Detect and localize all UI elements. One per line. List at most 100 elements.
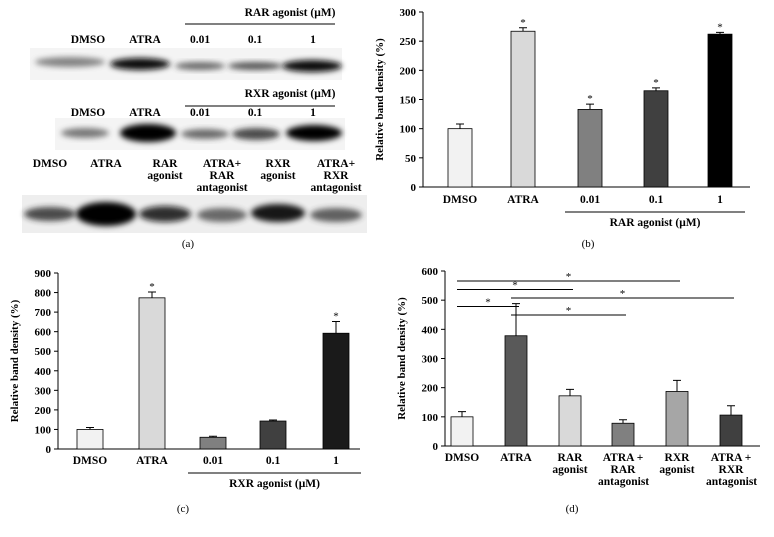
error-bar xyxy=(332,320,340,334)
bar xyxy=(707,33,733,188)
error-bar xyxy=(512,303,520,336)
x-tick-label: RXR agonist xyxy=(659,452,695,476)
y-tick-label: 600 xyxy=(35,327,52,339)
y-tick-label: 500 xyxy=(35,346,52,358)
y-tick-label: 500 xyxy=(422,295,439,307)
x-tick-label: 0.1 xyxy=(648,194,664,206)
y-tick-label: 150 xyxy=(400,95,417,107)
y-tick-label: 100 xyxy=(422,412,439,424)
comparison-marker: * xyxy=(566,305,572,317)
error-bar xyxy=(716,31,724,35)
blot-label: DMSO xyxy=(70,34,106,46)
blot-label: ATRA+ RXR antagonist xyxy=(310,158,362,194)
significance-marker: * xyxy=(333,310,339,322)
blot-label: ATRA xyxy=(90,158,122,170)
y-tick-label: 300 xyxy=(400,7,417,19)
blot-2 xyxy=(55,118,345,150)
x-tick-label: ATRA + RAR antagonist xyxy=(598,452,650,488)
group-label: RXR agonist (μM) xyxy=(229,478,320,490)
blot-label: DMSO xyxy=(32,158,68,170)
y-tick-label: 400 xyxy=(422,324,439,336)
y-tick-label: 100 xyxy=(400,124,417,136)
bar xyxy=(558,395,582,447)
error-bar xyxy=(86,426,94,430)
y-tick-label: 800 xyxy=(35,288,52,300)
comparison-marker: * xyxy=(620,288,626,300)
x-tick-label: 1 xyxy=(333,455,339,467)
error-bar xyxy=(269,419,277,422)
significance-marker: * xyxy=(717,21,723,33)
error-bar xyxy=(458,411,466,417)
bar xyxy=(577,109,603,188)
panel-caption: (c) xyxy=(176,503,190,515)
significance-marker: * xyxy=(149,281,155,293)
x-tick-label: DMSO xyxy=(444,452,480,464)
bar xyxy=(611,422,635,447)
error-bar xyxy=(456,123,464,129)
bar xyxy=(510,30,536,188)
blot-label: RAR agonist xyxy=(147,158,183,182)
bar xyxy=(259,420,287,450)
blot-label: 0.1 xyxy=(247,107,263,119)
x-tick-label: ATRA xyxy=(507,194,539,206)
error-bar xyxy=(652,87,660,91)
x-tick-label: RAR agonist xyxy=(552,452,588,476)
significance-marker: * xyxy=(587,93,593,105)
bar xyxy=(719,414,743,447)
blot-header: RXR agonist (μM) xyxy=(244,88,336,100)
y-tick-label: 200 xyxy=(35,405,52,417)
y-tick-label: 900 xyxy=(35,268,52,280)
x-tick-label: ATRA + RXR antagonist xyxy=(706,452,758,488)
y-tick-label: 0 xyxy=(433,441,439,453)
y-axis-label: Relative band density (%) xyxy=(9,299,21,422)
y-tick-label: 0 xyxy=(411,182,417,194)
y-tick-label: 50 xyxy=(405,153,417,165)
y-tick-label: 400 xyxy=(35,366,52,378)
bar xyxy=(199,436,227,450)
significance-marker: * xyxy=(520,17,526,29)
y-axis-label: Relative band density (%) xyxy=(374,38,386,161)
panel-caption: (a) xyxy=(181,238,195,250)
significance-marker: * xyxy=(653,77,659,89)
y-tick-label: 300 xyxy=(35,385,52,397)
blot-1 xyxy=(30,48,342,80)
blot-label: ATRA+ RAR antagonist xyxy=(196,158,248,194)
bar xyxy=(643,90,669,188)
error-bar xyxy=(619,419,627,424)
y-tick-label: 250 xyxy=(400,36,417,48)
error-bar xyxy=(586,103,594,110)
x-tick-label: ATRA xyxy=(136,455,168,467)
blot-header: RAR agonist (μM) xyxy=(244,7,336,19)
error-bar xyxy=(727,405,735,416)
panel-caption: (b) xyxy=(581,238,595,250)
blot-label: 1 xyxy=(310,107,316,119)
bar xyxy=(665,391,689,447)
error-bar xyxy=(566,388,574,396)
bar xyxy=(504,335,528,447)
comparison-marker: * xyxy=(566,271,572,283)
x-tick-label: 1 xyxy=(717,194,723,206)
x-tick-label: 0.01 xyxy=(579,194,601,206)
blot-label: ATRA xyxy=(129,34,161,46)
x-tick-label: 0.1 xyxy=(265,455,281,467)
x-tick-label: ATRA xyxy=(500,452,532,464)
panel-caption: (d) xyxy=(565,503,579,515)
blot-3 xyxy=(22,195,367,233)
y-tick-label: 100 xyxy=(35,424,52,436)
x-tick-label: DMSO xyxy=(442,194,478,206)
error-bar xyxy=(519,27,527,32)
bar xyxy=(138,297,166,450)
y-tick-label: 200 xyxy=(400,65,417,77)
blot-label: RXR agonist xyxy=(260,158,296,182)
error-bar xyxy=(673,379,681,392)
blot-label: 0.01 xyxy=(189,107,211,119)
bar xyxy=(447,128,473,188)
comparison-marker: * xyxy=(485,297,491,309)
comparison-marker: * xyxy=(512,280,518,292)
y-tick-label: 600 xyxy=(422,266,439,278)
y-tick-label: 200 xyxy=(422,383,439,395)
y-tick-label: 700 xyxy=(35,307,52,319)
blot-label: 0.1 xyxy=(247,34,263,46)
